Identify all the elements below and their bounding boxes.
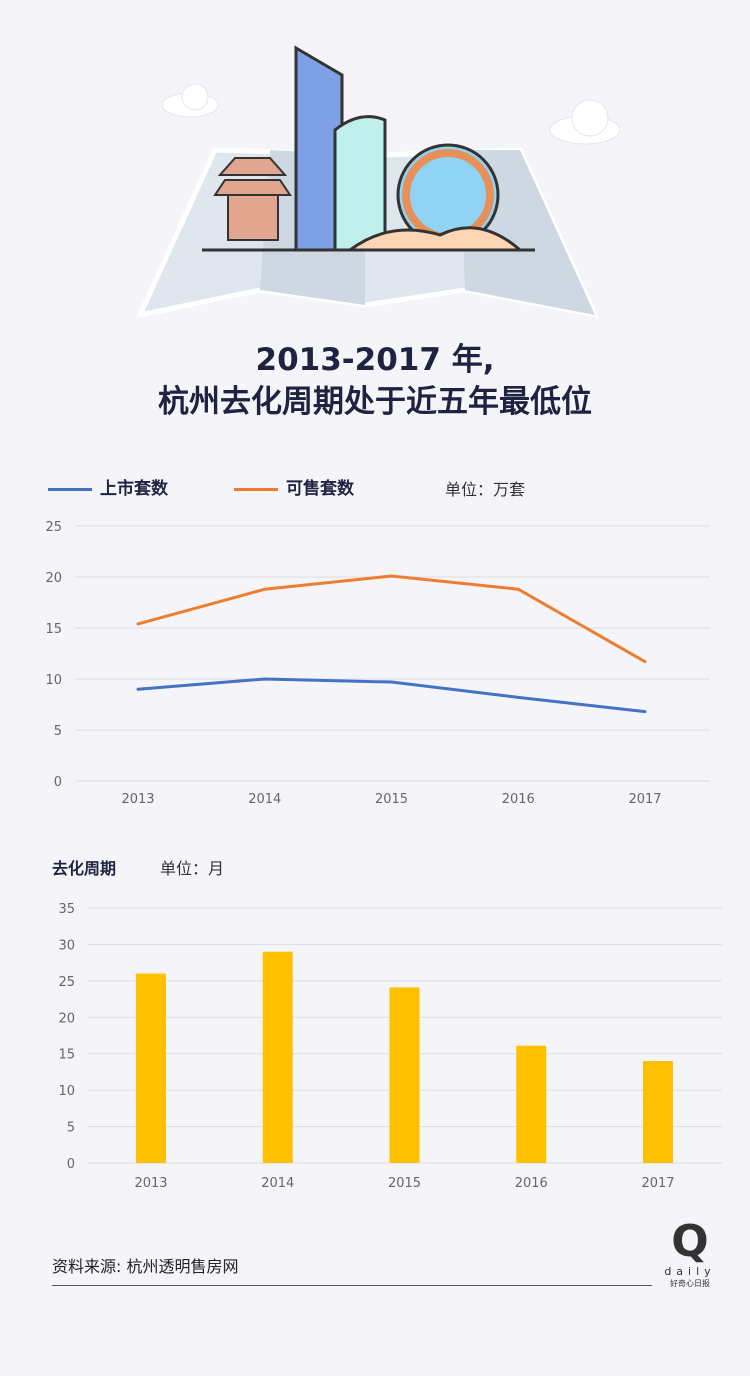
x-tick-label: 2013 (121, 792, 154, 807)
legend-label: 上市套数 (100, 479, 168, 499)
legend-swatch (48, 487, 92, 491)
y-tick-label: 20 (58, 1011, 75, 1026)
legend-series-2: 可售套数 (234, 474, 354, 499)
y-tick-label: 5 (67, 1121, 75, 1136)
source-note: 资料来源: 杭州透明售房网 (52, 1257, 239, 1276)
x-tick-label: 2016 (502, 792, 535, 807)
x-tick-label: 2015 (375, 792, 408, 807)
x-tick-label: 2016 (515, 1176, 548, 1191)
y-tick-label: 15 (58, 1048, 75, 1063)
data-point (643, 710, 647, 714)
bar (643, 1061, 673, 1163)
logo-cn: 好奇心日报 (670, 1279, 710, 1288)
legend-swatch (234, 487, 278, 491)
legend-series-1: 上市套数 (48, 474, 168, 499)
bar (262, 951, 293, 1163)
qdaily-logo: Q daily 好奇心日报 (664, 1218, 716, 1290)
line-chart-unit: 单位：万套 (445, 480, 526, 499)
y-tick-label: 35 (58, 902, 75, 917)
y-tick-label: 20 (45, 571, 62, 586)
legend-label: 可售套数 (286, 479, 354, 499)
bar (516, 1045, 547, 1163)
data-point (263, 587, 267, 591)
bar-chart-title: 去化周期 (52, 859, 117, 878)
line-chart: 0 5 10 15 20 25 2013 2014 2015 2016 2017 (45, 520, 710, 807)
y-tick-label: 15 (45, 622, 62, 637)
x-tick-label: 2017 (628, 792, 661, 807)
x-tick-label: 2017 (641, 1176, 674, 1191)
x-tick-label: 2013 (134, 1176, 167, 1191)
series-line-2 (137, 574, 646, 663)
bar (389, 987, 420, 1163)
data-point (643, 660, 647, 664)
data-point (390, 680, 393, 684)
y-tick-label: 0 (54, 775, 62, 790)
bar-chart-unit: 单位：月 (160, 859, 225, 878)
series-line-1 (137, 677, 646, 714)
bar-chart: 0 5 10 15 20 25 30 35 2013 2014 2015 2016 2017 (58, 902, 722, 1191)
x-tick-label: 2014 (261, 1176, 294, 1191)
data-point (516, 695, 520, 699)
y-tick-label: 25 (45, 520, 62, 535)
x-tick-label: 2015 (388, 1176, 421, 1191)
title-line-1: 2013-2017 年, (255, 342, 495, 378)
x-tick-label: 2014 (248, 792, 281, 807)
title-line-2: 杭州去化周期处于近五年最低位 (158, 384, 592, 420)
logo-letter: Q (671, 1216, 709, 1267)
footer-divider (52, 1285, 652, 1286)
data-point (516, 587, 520, 591)
y-tick-label: 5 (54, 724, 62, 739)
hangzhou-skyline-illustration (135, 45, 620, 319)
y-tick-label: 30 (58, 938, 75, 953)
cloud-icon (549, 99, 620, 145)
cloud-icon (161, 83, 219, 118)
data-point (136, 622, 140, 626)
bar (136, 973, 166, 1163)
y-tick-label: 0 (67, 1157, 75, 1172)
y-tick-label: 10 (58, 1084, 75, 1099)
y-tick-label: 25 (58, 975, 75, 990)
data-point (390, 574, 393, 578)
logo-word: daily (664, 1265, 716, 1278)
y-tick-label: 10 (45, 673, 62, 688)
data-point (263, 677, 267, 681)
data-point (136, 687, 140, 691)
